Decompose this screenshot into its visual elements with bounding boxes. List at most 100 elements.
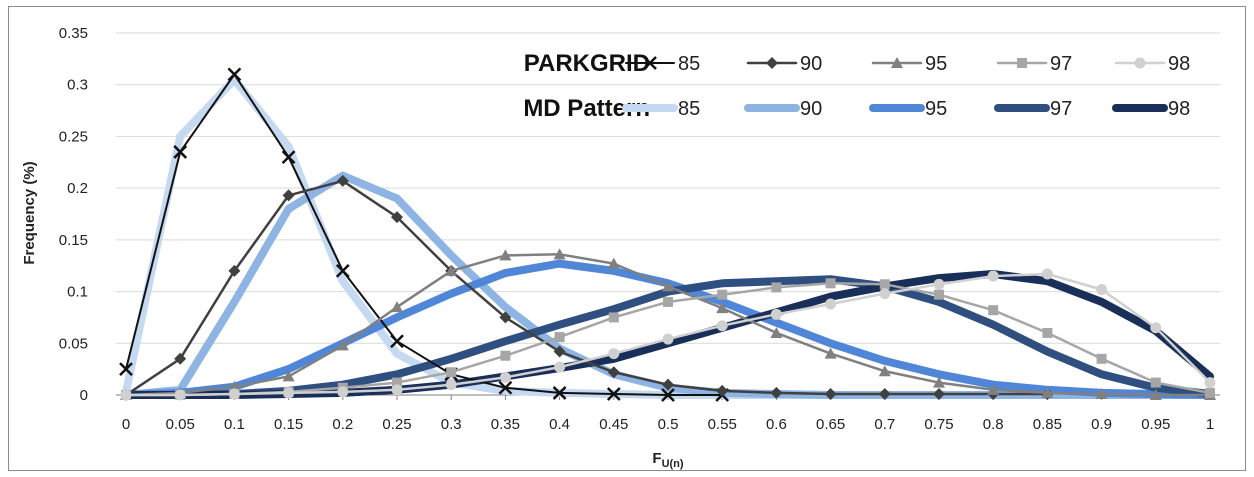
data-point-parkgrid-97	[663, 296, 673, 307]
data-point-parkgrid-90	[282, 189, 295, 202]
data-point-parkgrid-95	[607, 257, 620, 269]
data-point-parkgrid-97	[1205, 387, 1215, 398]
data-point-parkgrid-90	[878, 387, 891, 400]
data-point-parkgrid-95	[878, 365, 891, 377]
legend-label-md-pattern-95: 95	[925, 98, 947, 120]
data-point-parkgrid-90	[228, 264, 241, 277]
data-point-parkgrid-98	[554, 361, 566, 373]
data-point-parkgrid-98	[445, 379, 457, 391]
data-point-parkgrid-98	[716, 320, 728, 332]
data-point-parkgrid-98	[1204, 377, 1216, 389]
data-point-parkgrid-95	[1041, 386, 1054, 398]
data-point-parkgrid-97	[446, 367, 457, 378]
data-point-parkgrid-98	[228, 388, 240, 400]
data-point-parkgrid-98	[1150, 322, 1162, 334]
data-point-parkgrid-95	[824, 347, 837, 359]
data-point-parkgrid-97	[988, 305, 999, 316]
legend-label-parkgrid-90: 90	[800, 53, 822, 75]
data-point-parkgrid-95	[553, 248, 566, 260]
data-point-parkgrid-95	[662, 280, 674, 292]
data-point-parkgrid-90	[391, 211, 403, 224]
data-point-parkgrid-97	[1150, 377, 1161, 388]
data-point-parkgrid-90	[770, 386, 783, 399]
data-point-parkgrid-98	[337, 386, 349, 398]
data-point-parkgrid-85	[173, 145, 188, 159]
y-axis-title: Frequency (%)	[21, 161, 38, 264]
x-tick-label: 0.25	[382, 416, 411, 433]
data-point-parkgrid-85	[498, 380, 513, 395]
legend-label-parkgrid-95: 95	[925, 53, 947, 75]
x-tick-label: 0.15	[274, 416, 303, 433]
y-tick-label: 0.3	[67, 77, 88, 94]
data-point-parkgrid-85	[119, 362, 133, 377]
data-point-parkgrid-90	[607, 366, 620, 379]
data-point-parkgrid-98	[933, 278, 945, 290]
y-tick-label: 0.2	[67, 180, 88, 197]
y-tick-label: 0.1	[67, 284, 88, 301]
data-point-parkgrid-97	[554, 332, 565, 343]
x-tick-label: 0.05	[166, 416, 195, 433]
legend-marker-parkgrid-85	[643, 56, 657, 70]
data-point-parkgrid-98	[174, 389, 186, 401]
series-layer	[119, 67, 1216, 402]
legend-label-md-pattern-97: 97	[1050, 98, 1072, 120]
data-point-parkgrid-95	[1149, 389, 1162, 400]
data-point-parkgrid-95	[933, 376, 945, 388]
series-md-pattern-97	[122, 275, 1214, 399]
y-tick-label: 0	[80, 387, 88, 404]
x-tick-label: 0.6	[766, 416, 787, 433]
x-tick-label: 0.65	[816, 416, 845, 433]
series-line-parkgrid-85	[125, 73, 724, 396]
data-point-parkgrid-95	[770, 326, 783, 338]
legend-label-parkgrid-97: 97	[1050, 53, 1072, 75]
x-tick-label: 0.5	[658, 416, 679, 433]
data-point-parkgrid-98	[879, 288, 891, 300]
x-tick-label: 0.4	[549, 416, 570, 433]
legend-label-parkgrid-85: 85	[678, 53, 700, 75]
x-tick-label: 0.75	[924, 416, 953, 433]
data-point-parkgrid-97	[879, 279, 890, 290]
y-tick-label: 0.25	[59, 128, 88, 145]
data-point-parkgrid-98	[499, 371, 511, 383]
data-point-parkgrid-97	[1096, 353, 1107, 364]
x-tick-label: 0.9	[1091, 416, 1112, 433]
data-point-parkgrid-90	[499, 311, 512, 324]
legend-marker-parkgrid-97	[1017, 58, 1027, 68]
data-point-parkgrid-90	[336, 174, 349, 187]
data-point-parkgrid-97	[771, 282, 782, 293]
x-tick-label: 0.7	[874, 416, 895, 433]
legend-marker-parkgrid-98	[1134, 57, 1146, 69]
legend-label-md-pattern-90: 90	[800, 98, 822, 120]
series-line-parkgrid-90	[124, 179, 1049, 397]
data-point-parkgrid-97	[717, 289, 728, 300]
data-point-parkgrid-85	[661, 388, 675, 402]
x-tick-label: 0.3	[441, 416, 462, 433]
data-point-parkgrid-95	[987, 383, 1000, 395]
data-point-parkgrid-85	[281, 150, 296, 164]
series-line-md-pattern-97	[122, 275, 1214, 399]
data-point-parkgrid-98	[770, 308, 782, 320]
series-parkgrid-85	[119, 67, 730, 402]
data-point-parkgrid-85	[227, 67, 242, 82]
data-point-parkgrid-97	[1042, 327, 1053, 338]
x-axis: 0 0.05 0.1 0.15 0.2 0.25 0.3 0.35 0.4 0.45 0.5 0.55…	[122, 395, 1214, 433]
data-point-parkgrid-97	[825, 278, 836, 289]
data-point-parkgrid-95	[1095, 387, 1108, 399]
series-parkgrid-98	[120, 268, 1216, 401]
data-point-parkgrid-98	[987, 270, 999, 282]
data-point-parkgrid-95	[336, 339, 349, 351]
x-tick-label: 0.2	[332, 416, 353, 433]
legend-label-md-pattern-85: 85	[678, 98, 700, 120]
data-point-parkgrid-90	[553, 345, 566, 358]
data-point-parkgrid-98	[120, 389, 132, 401]
data-point-parkgrid-97	[500, 350, 511, 361]
data-point-parkgrid-97	[608, 312, 619, 323]
data-point-parkgrid-98	[662, 333, 674, 345]
x-tick-label: 0.1	[224, 416, 245, 433]
data-point-parkgrid-98	[391, 384, 403, 396]
x-axis-title: FU(n)	[652, 450, 683, 470]
data-point-parkgrid-85	[552, 386, 567, 400]
data-point-parkgrid-97	[392, 377, 402, 388]
